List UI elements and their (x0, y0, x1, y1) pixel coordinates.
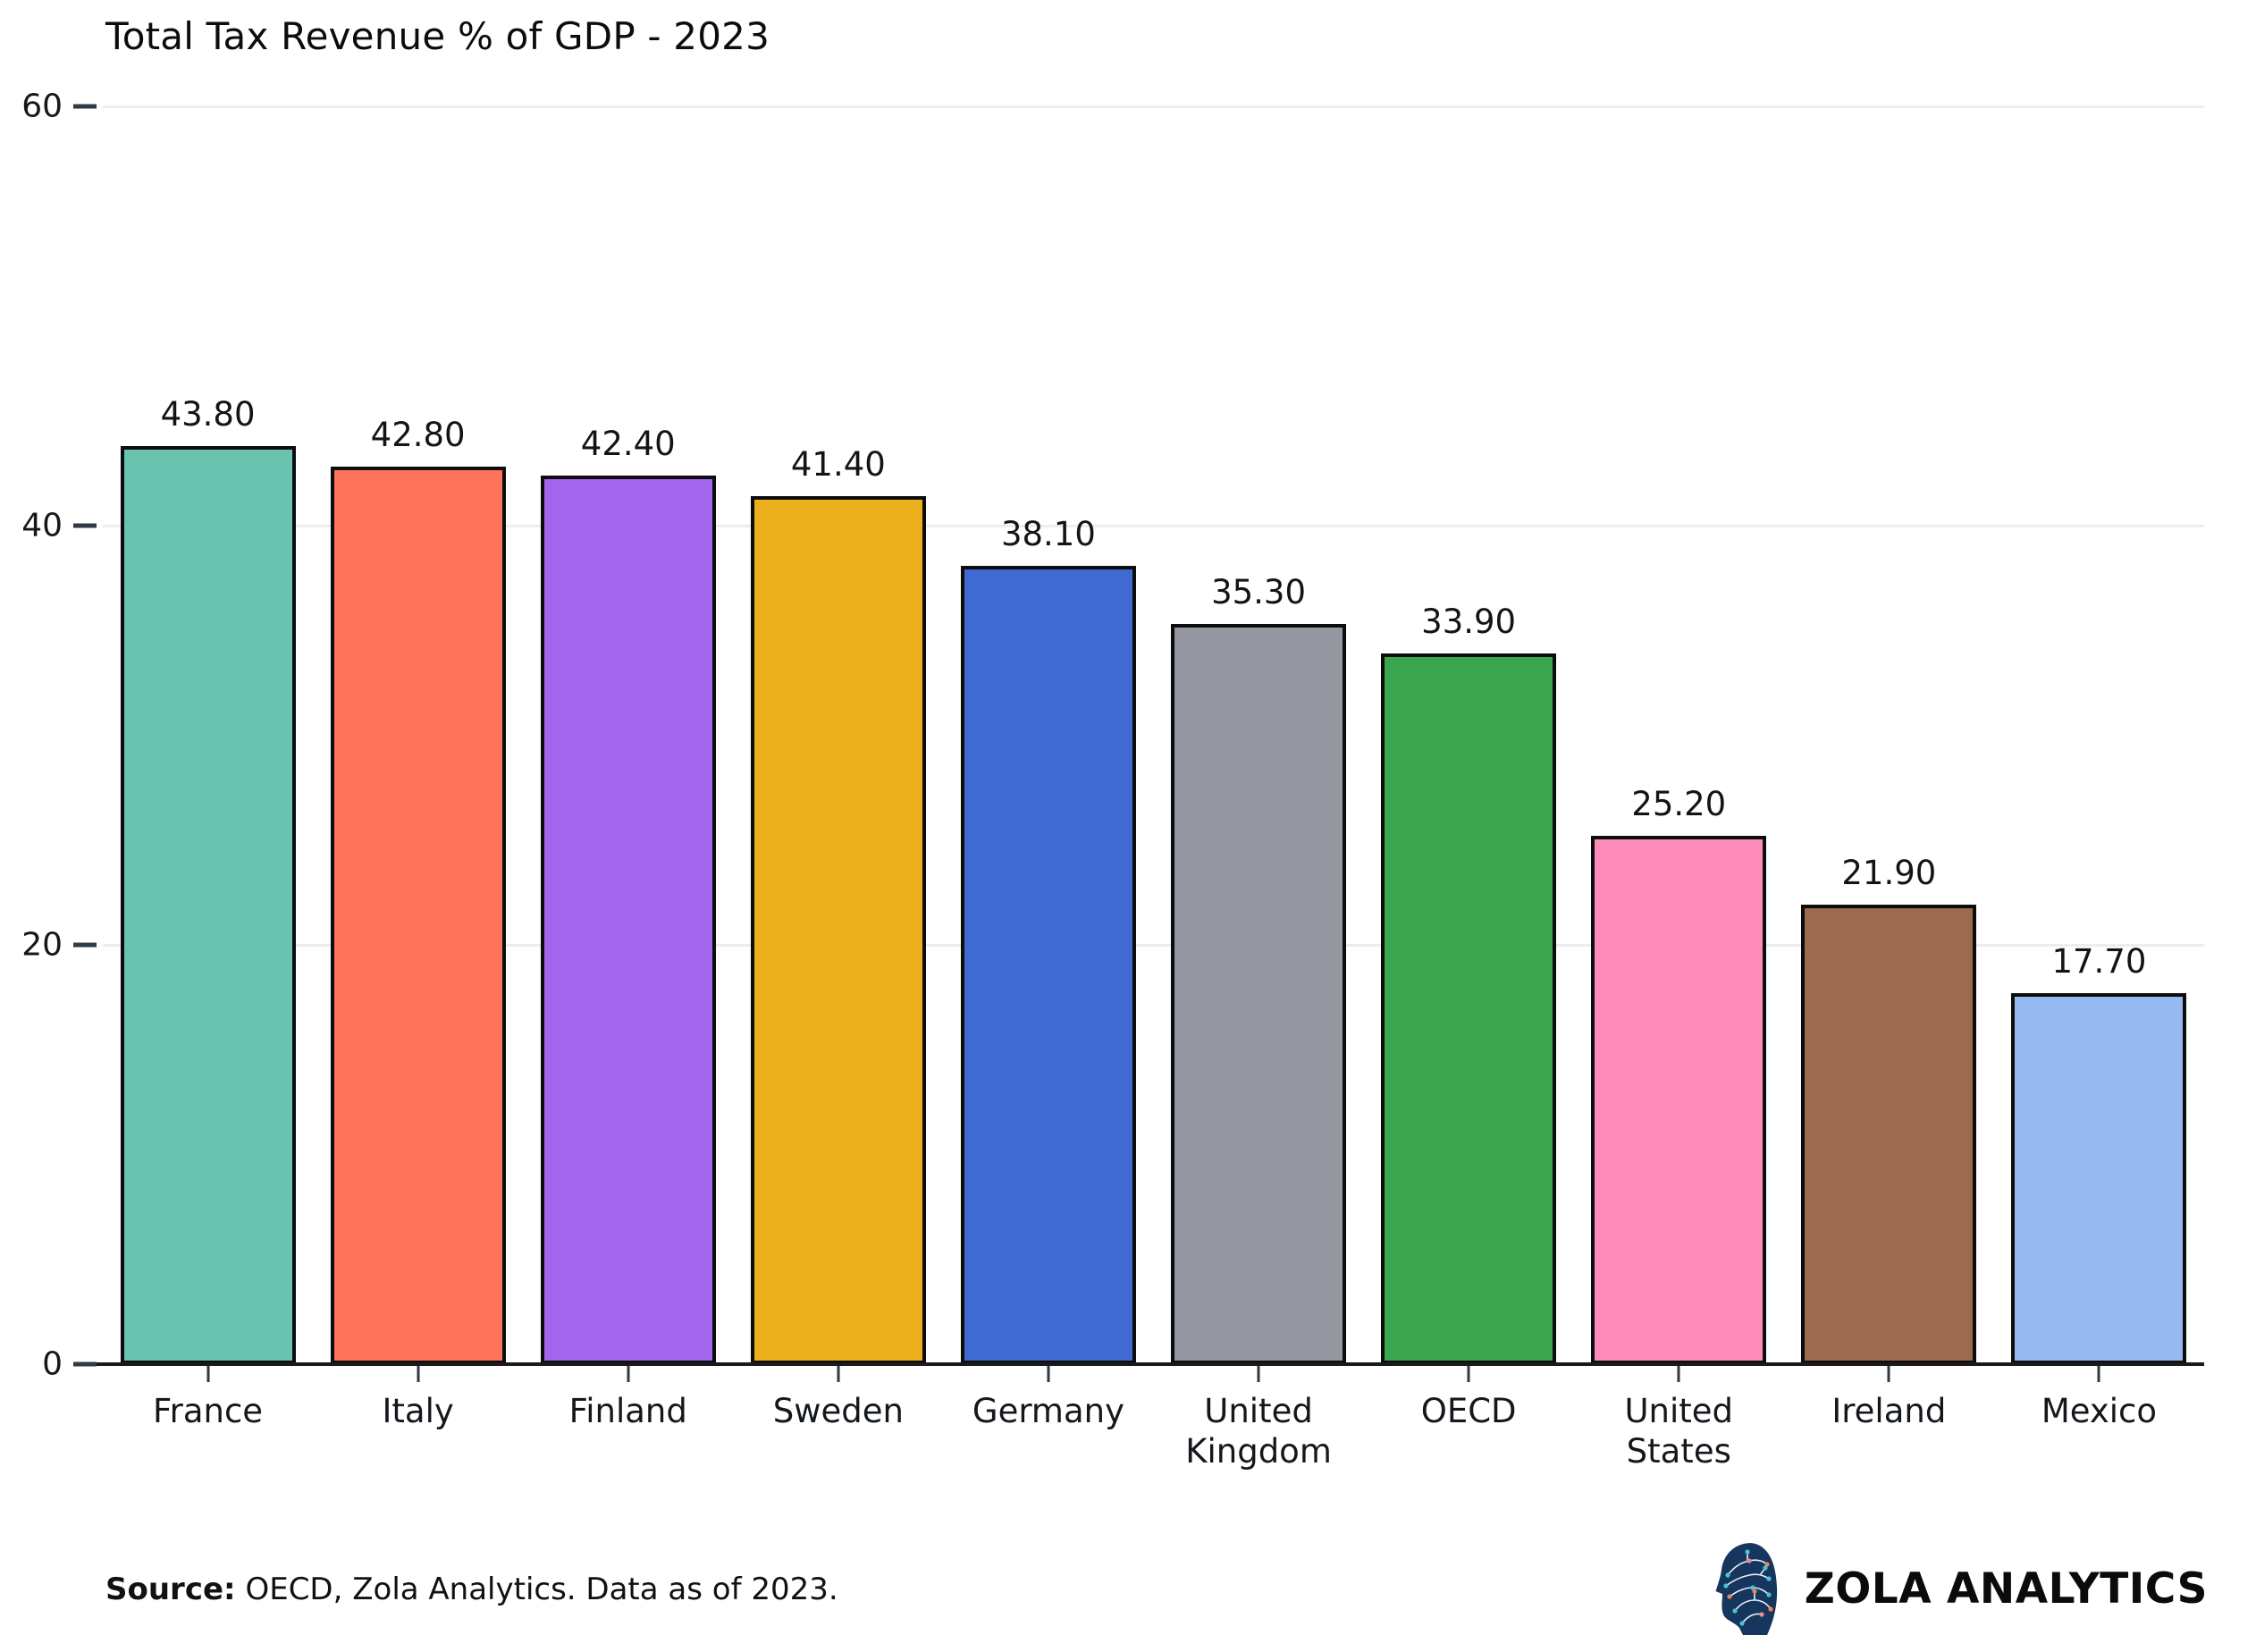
bar-value-label: 42.40 (580, 425, 676, 463)
y-tick-label-40: 40 (21, 507, 63, 544)
x-category-label-sweden: Sweden (772, 1392, 904, 1430)
zola-head-logo-icon (1715, 1543, 1777, 1635)
x-category-label-finland: Finland (568, 1392, 687, 1430)
bar-united-states (1591, 836, 1766, 1364)
x-tick-mark (1677, 1366, 1680, 1382)
y-tick-label-0: 0 (42, 1345, 63, 1383)
bar-sweden (751, 496, 926, 1364)
bar-oecd (1381, 653, 1556, 1364)
x-tick-mark (206, 1366, 210, 1382)
x-category-label-mexico: Mexico (2041, 1392, 2158, 1430)
brand-name: ZOLA ANALYTICS (1804, 1564, 2208, 1614)
plot-area: 43.80 42.80 42.40 41.40 38.10 35.30 33.90 25.20… (96, 105, 2204, 1366)
y-tick-label-60: 60 (21, 88, 63, 125)
bar-value-label: 35.30 (1211, 573, 1307, 611)
gridline-60 (103, 105, 2204, 108)
source-note: Source: OECD, Zola Analytics. Data as of… (105, 1572, 838, 1607)
bar-value-label: 38.10 (1000, 515, 1096, 553)
bar-united-kingdom (1171, 624, 1346, 1364)
y-tick-label-20: 20 (21, 926, 63, 964)
x-category-label-germany: Germany (972, 1392, 1124, 1430)
bar-value-label: 41.40 (790, 445, 886, 484)
bar-italy (331, 467, 506, 1364)
source-label: Source: (105, 1572, 236, 1607)
y-tick-mark (73, 104, 97, 109)
x-tick-mark (627, 1366, 630, 1382)
bar-value-label: 21.90 (1841, 854, 1937, 892)
x-tick-mark (2097, 1366, 2100, 1382)
y-tick-mark (73, 1361, 97, 1367)
x-axis-line (96, 1362, 2204, 1366)
bar-value-label: 17.70 (2051, 942, 2147, 981)
gridline-40 (103, 524, 2204, 527)
x-tick-mark (1047, 1366, 1050, 1382)
x-tick-mark (837, 1366, 840, 1382)
x-tick-mark (417, 1366, 420, 1382)
brand-lockup: ZOLA ANALYTICS (1715, 1541, 2208, 1636)
y-tick-mark (73, 523, 97, 528)
bar-value-label: 43.80 (160, 395, 256, 434)
x-tick-mark (1887, 1366, 1890, 1382)
source-text: OECD, Zola Analytics. Data as of 2023. (235, 1572, 838, 1607)
bar-finland (541, 476, 716, 1364)
bar-germany (961, 566, 1136, 1364)
x-category-label-united-states: United States (1624, 1392, 1734, 1471)
x-category-label-united-kingdom: United Kingdom (1185, 1392, 1332, 1471)
chart-title: Total Tax Revenue % of GDP - 2023 (105, 14, 770, 58)
bar-value-label: 42.80 (370, 416, 466, 454)
gridline-20 (103, 943, 2204, 947)
x-category-label-ireland: Ireland (1831, 1392, 1947, 1430)
x-tick-mark (1257, 1366, 1260, 1382)
bar-ireland (1801, 905, 1976, 1364)
x-category-label-oecd: OECD (1420, 1392, 1517, 1430)
bar-value-label: 25.20 (1631, 785, 1727, 823)
bar-mexico (2011, 993, 2186, 1364)
bar-france (121, 446, 296, 1364)
bar-value-label: 33.90 (1421, 603, 1517, 641)
x-category-label-italy: Italy (382, 1392, 454, 1430)
y-tick-mark (73, 942, 97, 948)
x-tick-mark (1467, 1366, 1470, 1382)
x-category-label-france: France (153, 1392, 264, 1430)
